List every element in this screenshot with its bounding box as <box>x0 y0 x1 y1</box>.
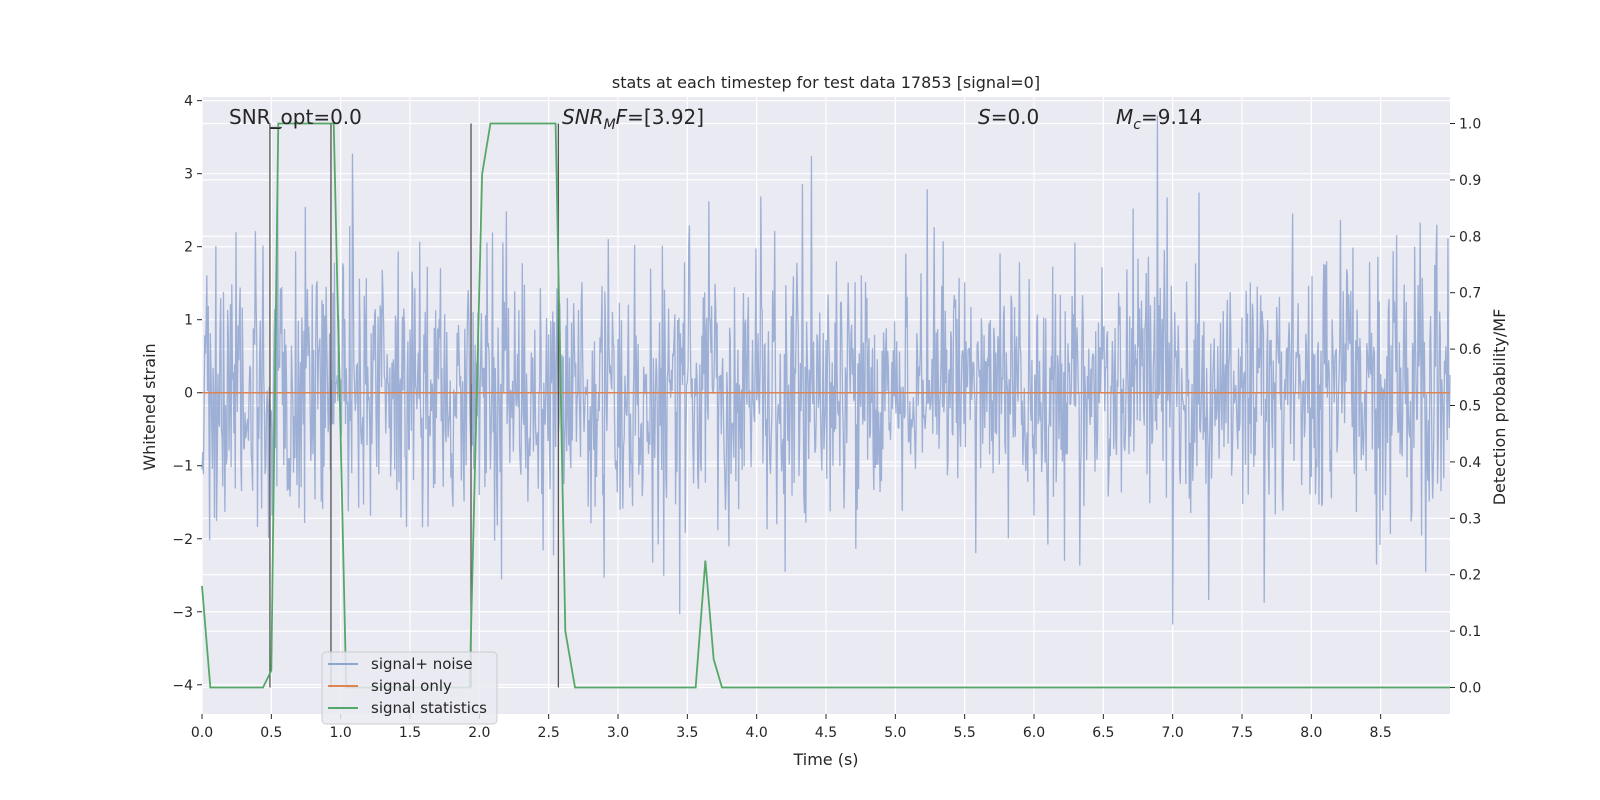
chart-title: stats at each timestep for test data 178… <box>612 73 1040 92</box>
y-tick-label: 1 <box>184 313 193 329</box>
x-tick-label: 4.0 <box>746 725 768 741</box>
legend: signal+ noise signal only signal statist… <box>321 651 498 725</box>
s-symbol: S <box>978 105 991 129</box>
x-axis-label: Time (s) <box>792 750 858 769</box>
x-tick-label: 1.0 <box>330 725 352 741</box>
y2-tick-label: 0.5 <box>1459 399 1481 415</box>
y2-tick-label: 0.3 <box>1459 511 1481 527</box>
x-tick-label: 4.5 <box>815 725 837 741</box>
x-tick-label: 5.5 <box>954 725 976 741</box>
annotation-mc: Mc=9.14 <box>1116 105 1202 133</box>
snr-mf-subscript: M <box>604 117 616 133</box>
annotation-s: S=0.0 <box>978 105 1039 129</box>
mc-value: =9.14 <box>1141 105 1202 129</box>
x-tick-label: 6.5 <box>1092 725 1114 741</box>
x-tick-label: 6.0 <box>1023 725 1045 741</box>
y-tick-label: −4 <box>172 678 193 694</box>
y2-tick-label: 0.4 <box>1459 455 1481 471</box>
y-tick-label: 4 <box>184 94 193 110</box>
legend-label-signal-statistics: signal statistics <box>371 699 487 717</box>
mc-subscript: c <box>1133 117 1141 133</box>
signal-noise-line <box>201 115 1451 625</box>
y2-tick-label: 0.8 <box>1459 229 1481 245</box>
legend-label-signal-noise: signal+ noise <box>371 655 473 673</box>
ticks: 0.0 0.5 1.0 1.5 2.0 2.5 3.0 3.5 4.0 4.5 5.0 5.5 6.0 6… <box>172 94 1481 741</box>
x-tick-label: 0.5 <box>260 725 282 741</box>
y2-tick-label: 0.0 <box>1459 680 1481 696</box>
x-tick-label: 1.5 <box>399 725 421 741</box>
y-tick-label: −1 <box>172 459 193 475</box>
x-tick-label: 5.0 <box>884 725 906 741</box>
y2-axis-label: Detection probability/MF <box>1490 309 1509 506</box>
x-tick-label: 2.0 <box>468 725 490 741</box>
x-tick-label: 8.5 <box>1370 725 1392 741</box>
y-tick-label: 3 <box>184 167 193 183</box>
x-tick-label: 7.5 <box>1231 725 1253 741</box>
y-tick-label: −2 <box>172 532 193 548</box>
annotation-snr-mf: SNRMF=[3.92] <box>562 105 704 133</box>
snr-mf-tail: F <box>616 105 628 129</box>
x-tick-label: 2.5 <box>538 725 560 741</box>
x-tick-label: 3.5 <box>676 725 698 741</box>
s-value: =0.0 <box>991 105 1040 129</box>
y2-tick-label: 0.6 <box>1459 342 1481 358</box>
snr-mf-value: =[3.92] <box>627 105 704 129</box>
x-tick-label: 7.0 <box>1162 725 1184 741</box>
y2-tick-label: 1.0 <box>1459 117 1481 133</box>
y2-tick-label: 0.1 <box>1459 624 1481 640</box>
y-tick-label: 0 <box>184 386 193 402</box>
x-tick-label: 3.0 <box>607 725 629 741</box>
y2-tick-label: 0.9 <box>1459 173 1481 189</box>
y-tick-label: −3 <box>172 605 193 621</box>
y-axis-label: Whitened strain <box>140 343 159 470</box>
x-tick-label: 0.0 <box>191 725 213 741</box>
snr-mf-symbol: SNR <box>562 105 604 129</box>
legend-label-signal-only: signal only <box>371 677 452 695</box>
x-tick-label: 8.0 <box>1300 725 1322 741</box>
annotation-snr-opt: SNR_opt=0.0 <box>229 105 362 129</box>
y-tick-label: 2 <box>184 240 193 256</box>
y2-tick-label: 0.7 <box>1459 286 1481 302</box>
mc-symbol: M <box>1116 105 1133 129</box>
noise-series <box>201 115 1451 625</box>
y2-tick-label: 0.2 <box>1459 568 1481 584</box>
legend-box <box>321 651 498 725</box>
